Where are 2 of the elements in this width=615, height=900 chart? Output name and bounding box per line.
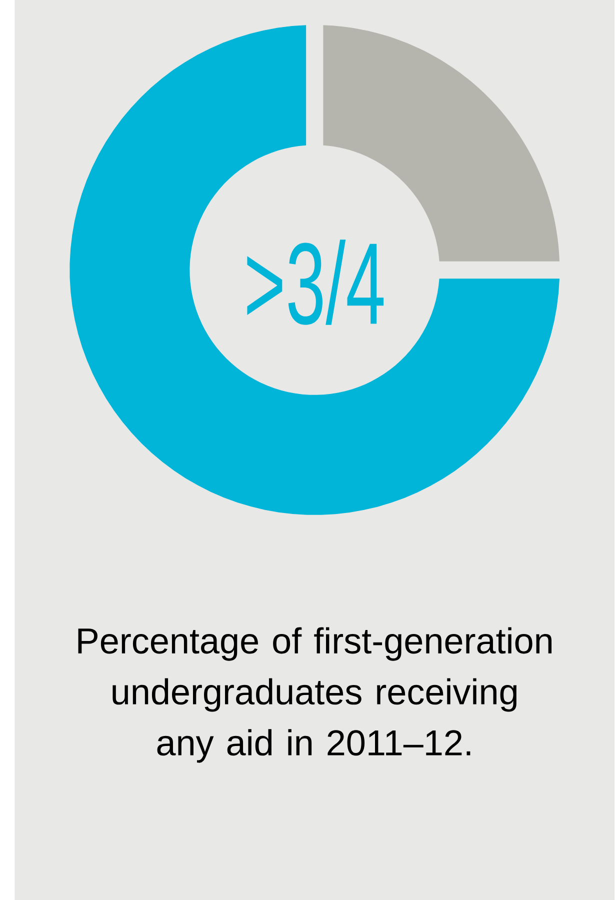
text: Percentage of first-generation undergraduates receiving any aid in 2011–12. <box>78 627 552 763</box>
text: >3/4 <box>247 240 384 325</box>
